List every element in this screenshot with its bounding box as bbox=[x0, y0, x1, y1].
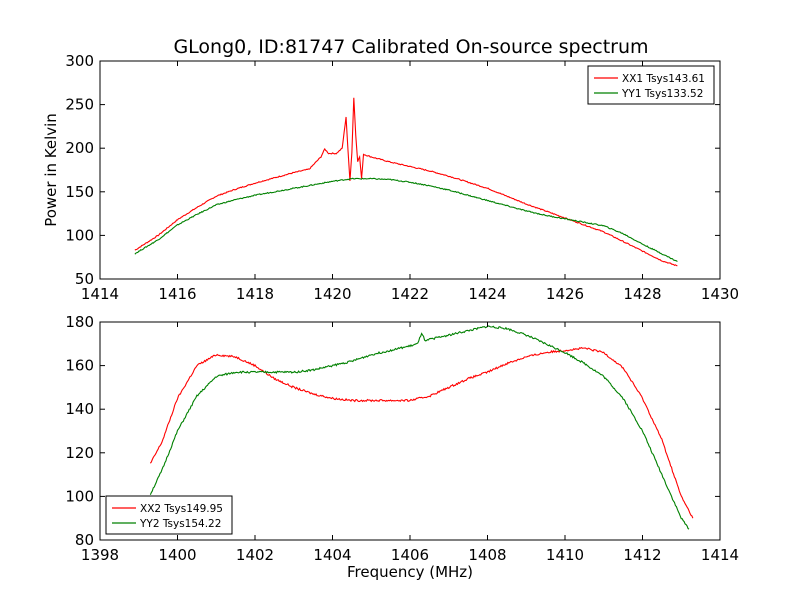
y-tick-label: 100 bbox=[65, 226, 94, 244]
x-tick-label: 1408 bbox=[468, 546, 506, 564]
x-tick-label: 1430 bbox=[701, 285, 739, 303]
x-tick-label: 1416 bbox=[158, 285, 196, 303]
x-tick-label: 1410 bbox=[546, 546, 584, 564]
y-tick-label: 200 bbox=[65, 139, 94, 157]
x-tick-label: 1404 bbox=[313, 546, 351, 564]
x-tick-label: 1418 bbox=[236, 285, 274, 303]
x-tick-label: 1398 bbox=[81, 546, 119, 564]
y-tick-label: 300 bbox=[65, 52, 94, 70]
y-axis-label: Power in Kelvin bbox=[42, 113, 60, 227]
y-tick-label: 250 bbox=[65, 96, 94, 114]
y-tick-label: 140 bbox=[65, 400, 94, 418]
legend-label: YY1 Tsys133.52 bbox=[621, 88, 703, 100]
legend-box bbox=[587, 65, 715, 105]
legend: XX1 Tsys143.61 YY1 Tsys133.52 bbox=[587, 65, 715, 105]
legend-label: XX2 Tsys149.95 bbox=[140, 503, 223, 515]
x-tick-label: 1402 bbox=[236, 546, 274, 564]
legend-label: XX1 Tsys143.61 bbox=[622, 73, 705, 85]
series-line-2 bbox=[149, 325, 690, 530]
y-tick-label: 50 bbox=[75, 270, 94, 288]
y-tick-label: 180 bbox=[65, 313, 94, 331]
y-tick-label: 150 bbox=[65, 183, 94, 201]
x-tick-label: 1420 bbox=[313, 285, 351, 303]
y-tick-label: 80 bbox=[75, 531, 94, 549]
series-line-2 bbox=[134, 177, 678, 262]
y-tick-label: 100 bbox=[65, 487, 94, 505]
legend: XX2 Tsys149.95 YY2 Tsys154.22 bbox=[105, 495, 233, 535]
x-tick-label: 1426 bbox=[546, 285, 584, 303]
legend-label: YY2 Tsys154.22 bbox=[139, 518, 221, 530]
series-line-1 bbox=[134, 97, 678, 267]
x-tick-label: 1400 bbox=[158, 546, 196, 564]
series-line-1 bbox=[149, 346, 694, 519]
x-tick-label: 1414 bbox=[81, 285, 119, 303]
x-tick-label: 1412 bbox=[623, 546, 661, 564]
x-tick-label: 1414 bbox=[701, 546, 739, 564]
x-axis-label: Frequency (MHz) bbox=[347, 563, 473, 581]
y-tick-label: 160 bbox=[65, 357, 94, 375]
x-tick-label: 1422 bbox=[391, 285, 429, 303]
chart-title: GLong0, ID:81747 Calibrated On-source sp… bbox=[173, 36, 648, 58]
y-tick-label: 120 bbox=[65, 444, 94, 462]
top-spectrum-panel: 1414 1416 1418 1420 1422 1424 1426 1428 1430 50 10… bbox=[65, 52, 739, 303]
bottom-spectrum-panel: 1398 1400 1402 1404 1406 1408 1410 1412 1414 80 10… bbox=[65, 313, 739, 564]
x-tick-label: 1406 bbox=[391, 546, 429, 564]
legend-box bbox=[105, 495, 233, 535]
x-tick-label: 1428 bbox=[623, 285, 661, 303]
x-tick-label: 1424 bbox=[468, 285, 506, 303]
